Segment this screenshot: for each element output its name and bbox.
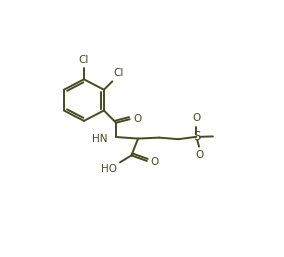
Text: O: O (151, 157, 159, 167)
Text: Cl: Cl (79, 55, 89, 65)
Text: HO: HO (101, 164, 117, 174)
Text: O: O (134, 114, 142, 124)
Text: S: S (194, 130, 201, 143)
Text: O: O (192, 113, 201, 123)
Text: Cl: Cl (113, 68, 124, 78)
Text: O: O (195, 150, 204, 160)
Text: HN: HN (92, 134, 108, 144)
